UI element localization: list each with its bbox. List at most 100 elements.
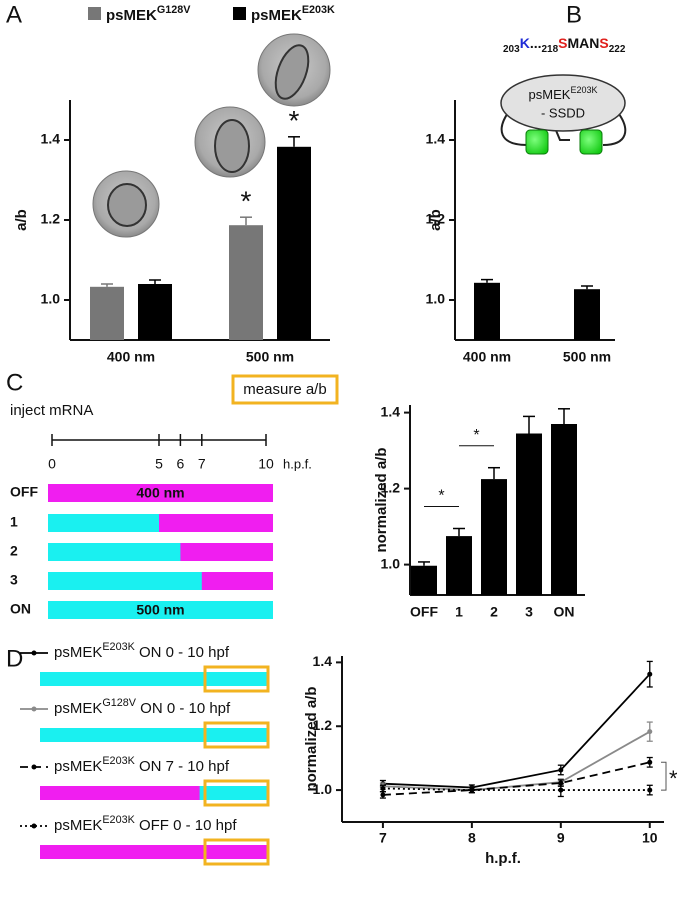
panel-letter: A [6,1,22,28]
y-tick-label: 1.4 [313,653,333,669]
data-point [647,759,653,765]
legend-suffix: OFF 0 - 10 hpf [135,817,238,834]
timeline-tick-label: 7 [198,456,206,472]
legend-sup: E203K [102,814,135,826]
legend-sup: E203K [102,755,135,767]
bar [446,536,472,595]
legend-name: psMEK [54,817,102,834]
legend-marker [31,650,37,656]
protein-label-2: - SSDD [541,105,585,120]
light-on-bar [48,601,273,619]
legend-swatch [233,7,246,20]
row-label: 2 [10,543,18,559]
x-tick-label: 9 [557,830,565,846]
panel-letter: C [6,369,23,396]
y-axis-label: a/b [427,209,444,231]
legend-name: psMEK [54,700,102,717]
sequence-part: 203 [503,44,520,55]
sequence-part: K [520,35,530,51]
embryo-yolk [214,119,250,173]
x-tick-label: 1 [455,604,463,620]
light-on-bar [40,672,268,686]
sequence-part: S [558,35,567,51]
y-axis-label: normalized a/b [373,447,390,552]
significance-bracket [661,761,667,791]
x-tick-label: OFF [410,604,438,620]
panel-letter: D [6,645,23,672]
significance: * [289,105,300,136]
row-text: 500 nm [136,602,184,618]
x-tick-label: 500 nm [246,349,294,365]
timeline-tick-label: 5 [155,456,163,472]
bar [574,289,600,340]
legend-label: psMEKE203K ON 0 - 10 hpf [54,641,230,661]
significance: * [438,488,444,505]
data-point [469,787,475,793]
x-tick-label: 400 nm [463,349,511,365]
data-point [380,792,386,798]
data-point [647,787,653,793]
protein-label: psMEKE203K [529,85,598,102]
y-tick-label: 1.4 [381,403,401,419]
sequence-part: S [599,35,608,51]
x-tick-label: 7 [379,830,387,846]
legend-label: psMEKG128V [106,4,191,24]
legend-marker [31,823,37,829]
measure-box [231,374,339,405]
x-tick-label: ON [554,604,575,620]
linker [554,127,570,141]
legend-suffix: ON 7 - 10 hpf [135,758,230,775]
y-tick-label: 1.0 [313,781,333,797]
data-point [558,787,564,793]
light-on-bar [48,543,181,561]
measure-box [203,838,270,866]
bar [516,433,542,595]
row-label: 1 [10,514,18,530]
row-label: ON [10,601,31,617]
bar [138,284,172,340]
significance: * [473,427,479,444]
bar [411,565,437,595]
y-tick-label: 1.0 [41,291,61,307]
legend-name: psMEK [251,7,302,24]
series-line [382,673,651,789]
sequence-part: MAN [568,35,600,51]
inject-label: inject mRNA [10,402,93,419]
embryo-yolk [274,44,310,100]
timeline-tick-label: 0 [48,456,56,472]
y-tick-label: 1.0 [381,555,401,571]
embryo-images [92,33,331,238]
x-tick-label: 3 [525,604,533,620]
panel-letter: B [566,1,582,28]
measure-box [203,665,270,693]
light-on-bar [40,728,268,742]
significance: * [669,766,677,791]
measure-box [203,779,270,807]
sequence-part: 218 [541,44,558,55]
legend-sup: E203K [102,641,135,653]
measure-box [203,721,270,749]
y-tick-label: 1.4 [426,131,446,147]
y-axis-label: normalized a/b [303,686,320,791]
row-label: OFF [10,484,38,500]
light-bar [48,484,273,502]
y-tick-label: 1.2 [381,479,401,495]
x-tick-label: 2 [490,604,498,620]
sequence-part: 222 [609,44,626,55]
legend-suffix: ON 0 - 10 hpf [136,700,231,717]
x-axis-label: h.p.f. [485,850,521,867]
y-tick-label: 1.0 [426,291,446,307]
legend-label: psMEKE203K ON 7 - 10 hpf [54,755,230,775]
light-on-bar [48,572,202,590]
x-tick-label: 500 nm [563,349,611,365]
y-tick-label: 1.2 [426,211,446,227]
series-line [382,730,651,791]
timeline-tick-label: 10 [258,456,274,472]
legend-suffix: ON 0 - 10 hpf [135,644,230,661]
y-tick-label: 1.2 [313,717,333,733]
bar [229,225,263,340]
legend-marker [31,764,37,770]
data-point [380,785,386,791]
sensor-diagram [500,74,627,155]
timeline-tick-label: 6 [177,456,185,472]
